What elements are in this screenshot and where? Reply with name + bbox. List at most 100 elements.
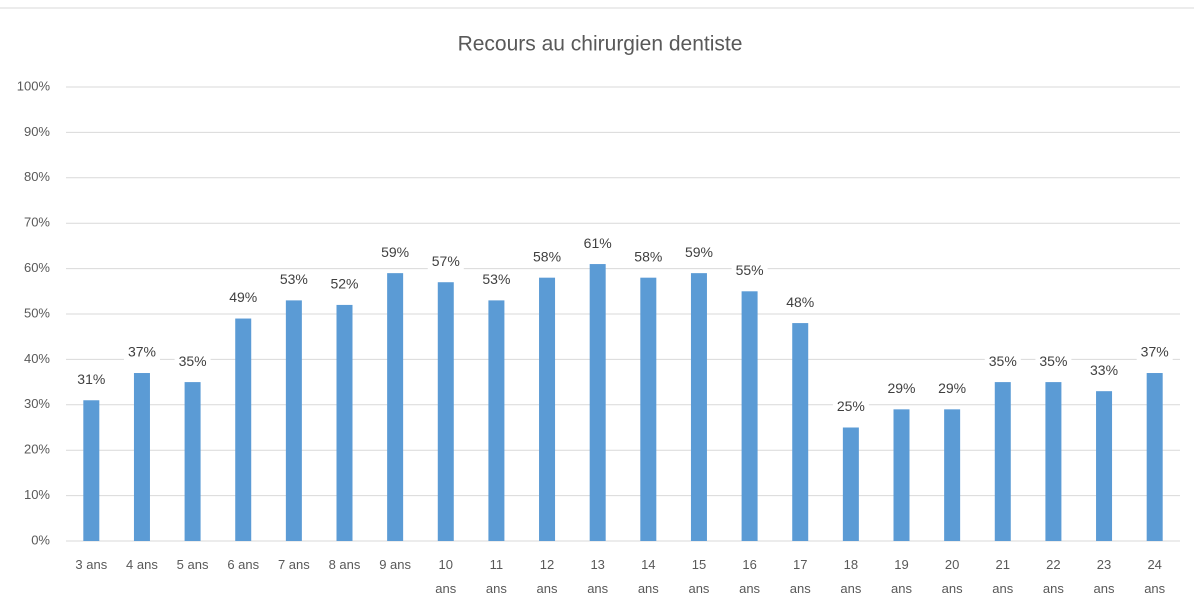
data-label: 53% xyxy=(482,271,510,287)
data-label: 31% xyxy=(77,371,105,387)
label-bg xyxy=(427,252,464,273)
y-tick-label: 60% xyxy=(24,260,50,275)
data-label: 57% xyxy=(432,253,460,269)
x-tick-label: 3 ans xyxy=(75,557,108,572)
chart-title: Recours au chirurgien dentiste xyxy=(458,33,743,56)
x-tick-label: 22 ans xyxy=(1042,557,1064,596)
x-tick-label: 15 ans xyxy=(688,557,710,596)
bar xyxy=(285,300,302,541)
label-bg xyxy=(326,274,363,295)
bar xyxy=(133,373,150,541)
label-bg xyxy=(782,293,819,314)
x-tick-label: 5 ans xyxy=(176,557,209,572)
label-bg xyxy=(225,288,262,309)
bar xyxy=(235,318,252,541)
label-bg xyxy=(1035,352,1072,373)
y-tick-label: 10% xyxy=(24,487,50,502)
bar xyxy=(184,382,201,541)
label-bg xyxy=(731,261,768,282)
data-label: 52% xyxy=(330,276,358,292)
x-tick-label: 16 ans xyxy=(739,557,761,596)
label-bg xyxy=(883,379,920,400)
bar xyxy=(539,277,556,541)
bar xyxy=(1146,373,1163,541)
data-label: 55% xyxy=(736,262,764,278)
y-tick-label: 70% xyxy=(24,215,50,230)
x-tick-label: 24 ans xyxy=(1144,557,1166,596)
label-bg xyxy=(174,352,211,373)
bar xyxy=(83,400,100,541)
bar xyxy=(437,282,454,541)
x-tick-label: 7 ans xyxy=(277,557,310,572)
x-tick-label: 9 ans xyxy=(379,557,412,572)
x-tick-label: 13 ans xyxy=(587,557,609,596)
x-tick-label: 12 ans xyxy=(536,557,558,596)
data-label: 35% xyxy=(989,353,1017,369)
data-label: 35% xyxy=(179,353,207,369)
y-tick-label: 0% xyxy=(31,532,50,547)
data-label: 61% xyxy=(584,235,612,251)
x-tick-label: 11 ans xyxy=(485,557,507,596)
bar xyxy=(589,264,606,541)
label-bg xyxy=(123,343,160,364)
x-tick-label: 10 ans xyxy=(435,557,457,596)
x-tick-label: 6 ans xyxy=(227,557,260,572)
x-tick-label: 4 ans xyxy=(126,557,158,572)
label-bg xyxy=(478,270,515,291)
label-bg xyxy=(934,379,971,400)
x-tick-label: 19 ans xyxy=(891,557,912,596)
data-label: 49% xyxy=(229,289,257,305)
data-label: 37% xyxy=(1141,344,1169,360)
bar xyxy=(690,273,707,541)
x-tick-label: 23 ans xyxy=(1093,557,1115,596)
label-bg xyxy=(73,370,110,391)
label-bg xyxy=(275,270,312,291)
label-bg xyxy=(1136,343,1173,364)
data-label: 25% xyxy=(837,398,865,414)
label-bg xyxy=(579,234,616,255)
y-tick-label: 100% xyxy=(17,78,51,93)
x-tick-label: 17 ans xyxy=(789,557,811,596)
label-bg xyxy=(377,243,414,264)
data-label: 29% xyxy=(887,380,915,396)
x-tick-label: 8 ans xyxy=(328,557,361,572)
y-tick-label: 40% xyxy=(24,351,50,366)
y-tick-label: 20% xyxy=(24,442,50,457)
bar xyxy=(640,277,657,541)
data-label: 59% xyxy=(381,244,409,260)
y-tick-label: 80% xyxy=(24,169,50,184)
x-tick-label: 20 ans xyxy=(941,557,963,596)
data-label: 37% xyxy=(128,344,156,360)
bar xyxy=(741,291,758,541)
data-label: 58% xyxy=(533,248,561,264)
bar xyxy=(842,427,859,541)
data-label: 29% xyxy=(938,380,966,396)
label-bg xyxy=(529,247,566,268)
data-label: 48% xyxy=(786,294,814,310)
label-bg xyxy=(1086,361,1123,382)
data-label: 33% xyxy=(1090,362,1118,378)
label-bg xyxy=(630,247,667,268)
bar xyxy=(488,300,505,541)
y-tick-label: 50% xyxy=(24,305,50,320)
y-tick-label: 90% xyxy=(24,124,50,139)
data-label: 58% xyxy=(634,248,662,264)
bar xyxy=(1096,391,1113,541)
x-tick-label: 21 ans xyxy=(992,557,1014,596)
bar xyxy=(893,409,910,541)
data-label: 35% xyxy=(1039,353,1067,369)
bar xyxy=(944,409,961,541)
x-tick-label: 18 ans xyxy=(840,557,862,596)
y-tick-label: 30% xyxy=(24,396,50,411)
data-label: 53% xyxy=(280,271,308,287)
x-tick-label: 14 ans xyxy=(637,557,659,596)
bar xyxy=(792,323,809,541)
bar xyxy=(387,273,404,541)
bar xyxy=(1045,382,1062,541)
bar xyxy=(336,304,353,541)
label-bg xyxy=(984,352,1021,373)
bar xyxy=(994,382,1011,541)
label-bg xyxy=(680,243,717,264)
